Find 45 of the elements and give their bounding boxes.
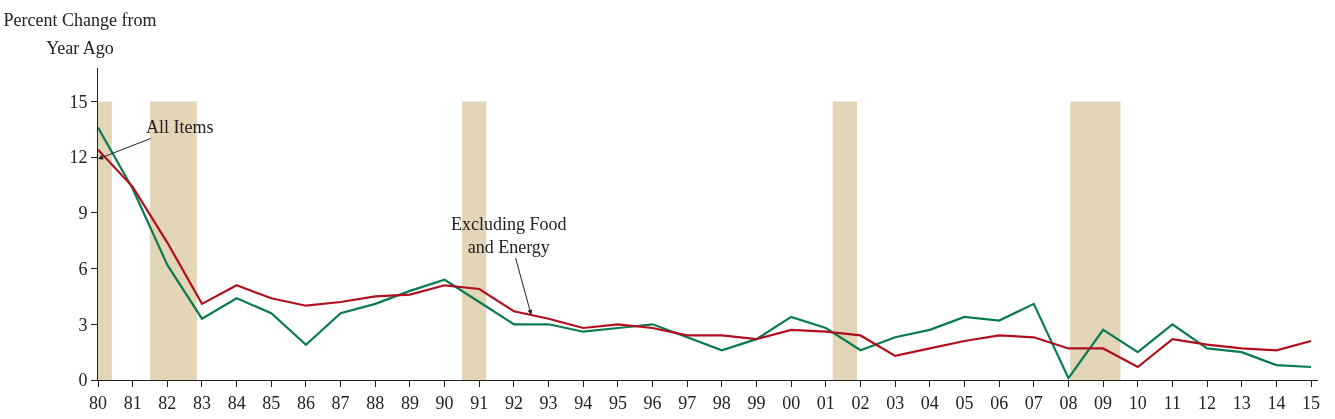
x-tick-label: 02	[851, 392, 870, 413]
x-tick-label: 92	[504, 392, 523, 413]
x-tick-label: 93	[539, 392, 558, 413]
x-tick-label: 97	[678, 392, 697, 413]
x-tick-label: 81	[123, 392, 142, 413]
x-tick-label: 83	[192, 392, 211, 413]
x-tick-label: 15	[1302, 392, 1321, 413]
y-tick-label: 9	[78, 203, 88, 224]
x-tick-label: 04	[920, 392, 939, 413]
x-tick-label: 95	[608, 392, 627, 413]
x-tick-label: 05	[955, 392, 974, 413]
y-tick-label: 12	[69, 147, 88, 168]
x-tick-label: 11	[1163, 392, 1182, 413]
x-tick-label: 98	[712, 392, 731, 413]
x-tick-label: 00	[782, 392, 801, 413]
x-tick-label: 07	[1024, 392, 1043, 413]
x-tick-label: 09	[1094, 392, 1113, 413]
x-tick-label: 96	[643, 392, 662, 413]
x-tick-label: 01	[816, 392, 835, 413]
annotation: All Items	[146, 117, 214, 137]
x-tick-label: 99	[747, 392, 766, 413]
x-tick-label: 91	[470, 392, 489, 413]
y-axis-title: Percent Change from Year Ago	[2, 9, 158, 60]
x-tick-label: 86	[296, 392, 315, 413]
x-tick-label: 94	[574, 392, 593, 413]
x-tick-label: 12	[1198, 392, 1217, 413]
annotation: Excluding Food and Energy	[451, 214, 567, 258]
x-tick-label: 14	[1267, 392, 1286, 413]
y-tick-label: 3	[78, 314, 88, 335]
y-tick-label: 6	[78, 258, 88, 279]
x-tick-label: 84	[227, 392, 246, 413]
x-tick-label: 85	[262, 392, 281, 413]
x-tick-label: 13	[1232, 392, 1251, 413]
x-tick-label: 90	[435, 392, 454, 413]
y-tick-label: 15	[69, 91, 88, 112]
x-tick-label: 03	[886, 392, 905, 413]
x-tick-label: 82	[158, 392, 177, 413]
x-tick-label: 89	[400, 392, 419, 413]
x-tick-label: 88	[366, 392, 385, 413]
x-tick-label: 87	[331, 392, 350, 413]
x-tick-label: 08	[1059, 392, 1078, 413]
x-tick-label: 06	[990, 392, 1009, 413]
x-tick-label: 10	[1128, 392, 1147, 413]
y-tick-label: 0	[78, 370, 88, 391]
x-tick-label: 80	[89, 392, 107, 413]
